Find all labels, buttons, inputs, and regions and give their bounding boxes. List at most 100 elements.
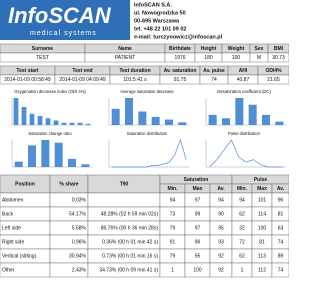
column-header: Surname: [32, 46, 54, 52]
table-value: 94: [239, 197, 245, 203]
table-value: 30.73: [272, 55, 285, 61]
column-header: Position: [15, 181, 35, 187]
column-header: AHI: [239, 68, 248, 74]
table-value: 79: [170, 253, 176, 259]
column-header: Test duration: [119, 68, 150, 74]
column-header: Sex: [255, 46, 264, 52]
table-value: 2.43%: [72, 267, 87, 273]
column-header: ODI4%: [265, 68, 282, 74]
address: e-mail: turczynowicz@infoscan.pl: [134, 34, 223, 40]
company: InfoSCAN S.A.: [134, 2, 172, 8]
bar: [37, 116, 43, 125]
table-value: 73: [170, 211, 176, 217]
table-value: 93: [218, 239, 224, 245]
table-value: 0.36% (00 h 01 min 42 s): [102, 239, 158, 245]
line: [209, 139, 283, 168]
column-header: % share: [59, 181, 78, 187]
chart-title: Oxygenation decrease index (ODI 4%): [14, 89, 86, 94]
column-header: T90: [120, 181, 129, 187]
column-header: Weight: [228, 46, 245, 52]
table-value: 63: [278, 225, 284, 231]
logo-subtitle: medical systems: [30, 30, 97, 37]
table-value: 96: [278, 197, 284, 203]
table-value: 0.96%: [72, 239, 87, 245]
table-value: 101: [258, 197, 267, 203]
bar: [151, 116, 160, 125]
bar: [61, 122, 67, 125]
bar: [29, 113, 35, 125]
table-value: 97: [195, 225, 201, 231]
table-value: 180: [204, 55, 213, 61]
bar: [69, 122, 75, 125]
table-value: 96: [195, 239, 201, 245]
column-header: Max: [257, 186, 267, 192]
table-value: 2014-01-09 04:09:49: [59, 77, 106, 83]
group-header: Saturation: [184, 177, 209, 183]
column-header: Name: [118, 46, 132, 52]
table-value: 100: [193, 267, 202, 273]
table-value: 74: [211, 77, 217, 83]
bar: [275, 121, 284, 125]
chart-title: Saturation distribution: [127, 131, 168, 136]
table-value: 2014-01-09 00:58:49: [4, 77, 51, 83]
bar: [77, 122, 83, 125]
bar: [53, 120, 59, 125]
column-header: Test end: [72, 68, 92, 74]
table-value: Left side: [2, 225, 21, 231]
table-value: 79: [170, 225, 176, 231]
column-header: Test start: [16, 68, 38, 74]
bar: [138, 111, 147, 125]
chart-title: Pulse distribution: [228, 131, 261, 136]
table-value: 48.28% (02 h 59 min 02s): [101, 211, 159, 217]
table-value: 32: [239, 225, 245, 231]
table-value: 62: [239, 211, 245, 217]
column-header: BMI: [274, 46, 284, 52]
table-value: 1976: [174, 55, 185, 61]
table-value: 91.75: [174, 77, 187, 83]
table-value: 95: [195, 253, 201, 259]
table-value: 112: [258, 267, 266, 273]
bar: [13, 98, 19, 125]
table-value: 34.73% (00 h 09 min 41 s): [99, 267, 158, 273]
column-header: Av.: [277, 186, 285, 192]
table-value: 91: [170, 239, 176, 245]
bar: [45, 118, 51, 125]
table-value: 94: [218, 197, 224, 203]
table-value: 54.17%: [69, 211, 87, 217]
page: {"header": {"logo": "InfoSCAN", "logo_su…: [0, 0, 290, 278]
logo: InfoSCAN: [8, 3, 112, 28]
table-value: 92: [218, 267, 224, 273]
table-value: 72: [239, 239, 245, 245]
table-value: 86.76% (00 h 36 min 28s): [101, 225, 159, 231]
table-value: 5.58%: [72, 225, 87, 231]
bar: [125, 98, 133, 125]
table-value: 62: [239, 253, 245, 259]
bar: [165, 119, 173, 125]
table-value: Right side: [2, 239, 24, 245]
bar: [222, 118, 230, 125]
table-cell: [87, 192, 161, 208]
bar: [14, 161, 23, 167]
table-value: 74: [278, 267, 284, 273]
table-value: 89: [278, 253, 284, 259]
bar: [235, 98, 244, 125]
address: ul. Nowogrodzka 50: [134, 10, 186, 16]
table-value: 1: [241, 267, 244, 273]
table-value: 90: [218, 211, 224, 217]
table-value: 101:5:41 s: [123, 77, 147, 83]
table-value: Abdomen: [2, 197, 24, 203]
bar: [21, 107, 27, 125]
column-header: Av. pulse: [203, 68, 225, 74]
group-header: Pulse: [254, 177, 268, 183]
bar: [262, 114, 270, 125]
table-value: 113: [258, 253, 266, 259]
table-value: Other: [2, 267, 15, 273]
table-value: 30.94%: [69, 253, 87, 259]
bar: [41, 140, 50, 167]
table-value: 100: [232, 55, 241, 61]
bar: [81, 164, 90, 167]
column-header: Birthdate: [169, 46, 191, 52]
table-value: 81: [259, 239, 265, 245]
table-value: 92: [218, 253, 224, 259]
table-value: PATIENT: [115, 55, 135, 61]
